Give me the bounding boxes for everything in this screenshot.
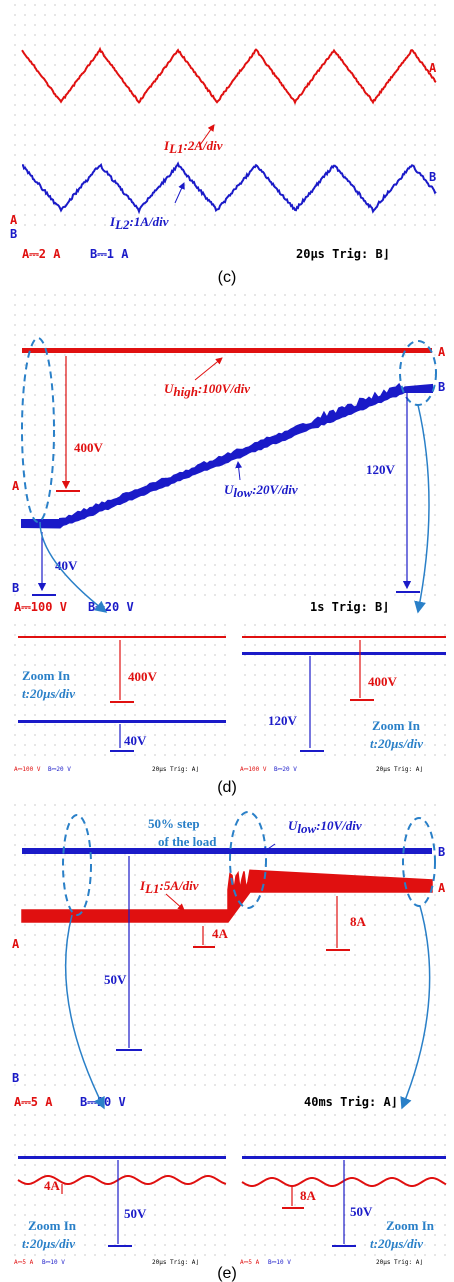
- panel-c-left-marker-a: A: [10, 213, 18, 227]
- panel-e-zoom-left-50v: 50V: [124, 1206, 147, 1221]
- panel-d-zoom-left: 400V 40V Zoom In t:20µs/div A⎓100 V B⎓20…: [12, 618, 228, 773]
- panel-e-4a-label: 4A: [212, 926, 229, 941]
- panel-e-step-label-line1: 50% step: [148, 816, 200, 831]
- panel-e-zoom-right-footer-ch1: A⎓5 A: [240, 1259, 260, 1266]
- panel-e-zoom-right-50v: 50V: [350, 1204, 373, 1219]
- panel-d-zoom-left-time: t:20µs/div: [22, 686, 75, 701]
- panel-e-zoom-left-time: t:20µs/div: [22, 1236, 75, 1251]
- panel-e-8a-label: 8A: [350, 914, 367, 929]
- panel-e-footer-time: 40ms Trig: A⌋: [304, 1095, 398, 1109]
- panel-c-footer-ch2: B⎓1 A: [90, 247, 129, 261]
- panel-d-zoom-left-40v: 40V: [124, 733, 147, 748]
- panel-c-footer-ch1: A⎓2 A: [22, 247, 61, 261]
- panel-c-caption: (c): [218, 269, 237, 286]
- panel-d-zoom-left-footer-ch1: A⎓100 V: [14, 766, 41, 773]
- panel-e-caption: (e): [217, 1265, 237, 1282]
- panel-d-zoom-left-footer-ch2: B⎓20 V: [48, 766, 71, 773]
- panel-d-zoom-right-400v: 400V: [368, 674, 398, 689]
- panel-c-iL2-label: IL2:1A/div: [109, 214, 169, 232]
- panel-d-zoom-right-footer-ch2: B⎓20 V: [274, 766, 297, 773]
- panel-e-step-label-line2: of the load: [158, 834, 217, 849]
- panel-d-left-marker-b: B: [12, 581, 19, 595]
- panel-e-zoom-right-label: Zoom In: [386, 1218, 435, 1233]
- panel-c-marker-a: A: [429, 61, 437, 75]
- panel-e-zoom-right-footer-ch2: B⎓10 V: [268, 1259, 291, 1266]
- panel-d-zoom-left-400v: 400V: [128, 669, 158, 684]
- panel-e-zoom-left-label: Zoom In: [28, 1218, 77, 1233]
- panel-c: A B A B IL1:2A/div IL2:1A/div A⎓2 A B⎓1 …: [10, 4, 440, 286]
- panel-e-left-marker-a: A: [12, 937, 20, 951]
- panel-e-zoom-left-footer-ch1: A⎓5 A: [14, 1259, 34, 1266]
- panel-d-footer-ch1: A⎓100 V: [14, 600, 67, 614]
- panel-d-zoom-right-120v: 120V: [268, 713, 298, 728]
- panel-d-marker-b: B: [438, 380, 445, 394]
- panel-d-zoom-right-label: Zoom In: [372, 718, 421, 733]
- panel-e-50v-label: 50V: [104, 972, 127, 987]
- panel-d-zoom-left-footer-time: 20µs Trig: A⌋: [152, 766, 199, 773]
- panel-d-zoom-left-label: Zoom In: [22, 668, 71, 683]
- panel-e-footer-ch1: A⎓5 A: [14, 1095, 53, 1109]
- panel-c-footer-time: 20µs Trig: B⌋: [296, 247, 390, 261]
- panel-d-zoom-right-footer-ch1: A⎓100 V: [240, 766, 267, 773]
- panel-c-marker-b: B: [429, 170, 436, 184]
- panel-e-marker-b: B: [438, 845, 445, 859]
- panel-e-zoom-right-footer-time: 20µs Trig: A⌋: [376, 1259, 423, 1266]
- panel-d-zoom-right: 400V 120V Zoom In t:20µs/div A⎓100 V B⎓2…: [236, 618, 448, 773]
- panel-e-grid: [12, 802, 440, 1092]
- panel-d-120v-label: 120V: [366, 462, 396, 477]
- panel-d-400v-label: 400V: [74, 440, 104, 455]
- panel-e-zoom-left: 4A 50V Zoom In t:20µs/div A⎓5 A B⎓10 V 2…: [12, 1112, 228, 1266]
- panel-d-uhigh-trace: [22, 348, 432, 353]
- panel-e-ulow-trace: [22, 848, 432, 854]
- panel-d-zoom-right-time: t:20µs/div: [370, 736, 423, 751]
- panel-e-left-marker-b: B: [12, 1071, 19, 1085]
- panel-e-zoom-right: 8A 50V Zoom In t:20µs/div A⎓5 A B⎓10 V 2…: [236, 1112, 448, 1266]
- panel-e-marker-a: A: [438, 881, 446, 895]
- panel-c-left-marker-b: B: [10, 227, 17, 241]
- panel-d: A B A B 400V 40V 120V Uhigh:100V/div Ulo…: [12, 292, 448, 796]
- panel-e-zoom-left-4a: 4A: [44, 1178, 61, 1193]
- panel-e: B A A B 50% step of the load Ulow:10V/di…: [12, 802, 448, 1282]
- panel-d-marker-a: A: [438, 345, 446, 359]
- panel-d-left-marker-a: A: [12, 479, 20, 493]
- panel-e-zoom-right-8a: 8A: [300, 1188, 317, 1203]
- panel-d-footer-time: 1s Trig: B⌋: [310, 600, 389, 614]
- panel-d-caption: (d): [217, 779, 237, 796]
- panel-e-zoom-right-time: t:20µs/div: [370, 1236, 423, 1251]
- panel-d-zoom-right-footer-time: 20µs Trig: A⌋: [376, 766, 423, 773]
- panel-e-zoom-left-footer-ch2: B⎓10 V: [42, 1259, 65, 1266]
- panel-e-zoom-left-footer-time: 20µs Trig: A⌋: [152, 1259, 199, 1266]
